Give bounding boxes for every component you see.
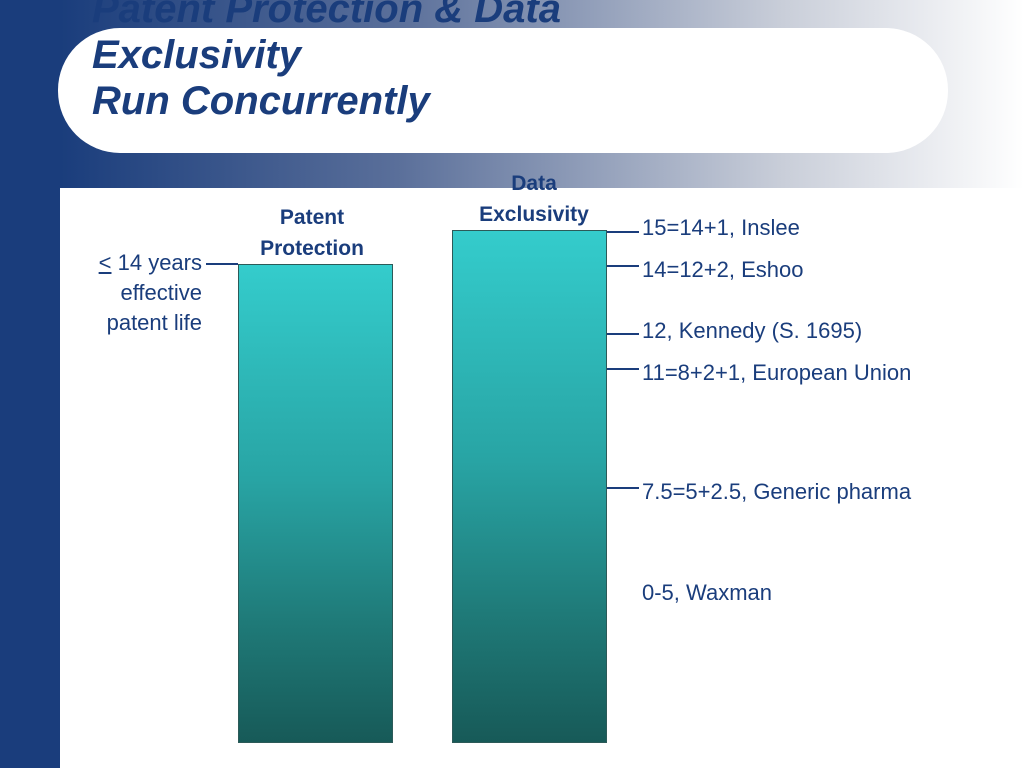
- title-line-3: Run Concurrently: [92, 79, 430, 123]
- tick-european-union: [607, 368, 639, 370]
- title-pill: [58, 28, 948, 153]
- title-line-2: Exclusivity: [92, 33, 302, 77]
- annotation-waxman: 0-5, Waxman: [642, 580, 773, 605]
- annotation-eshoo: 14=12+2, Eshoo: [642, 257, 804, 282]
- patent-protection-bar: [238, 264, 393, 743]
- annotation-inslee: 15=14+1, Inslee: [642, 215, 800, 240]
- slide-title: Patent Protection & Data Exclusivity Run…: [92, 0, 852, 124]
- patent-bar-label: Patent Protection: [260, 206, 364, 260]
- patent-life-note-line-3: patent life: [106, 310, 202, 335]
- data-bar-label: Data Exclusivity: [479, 172, 589, 226]
- tick-generic-pharma: [607, 487, 639, 489]
- annotation-kennedy: 12, Kennedy (S. 1695): [642, 318, 863, 343]
- tick-inslee: [607, 231, 639, 233]
- patent-life-tick: [206, 263, 238, 265]
- tick-eshoo: [607, 265, 639, 267]
- annotation-generic-pharma: 7.5=5+2.5, Generic pharma: [642, 479, 912, 504]
- tick-kennedy: [607, 333, 639, 335]
- patent-life-note: < 14 years effective patent life: [99, 248, 202, 338]
- title-line-1: Patent Protection & Data: [92, 0, 561, 31]
- patent-life-note-line-2: effective: [120, 280, 202, 305]
- annotation-european-union: 11=8+2+1, European Union: [642, 360, 912, 385]
- left-stripe: [0, 0, 60, 768]
- data-exclusivity-bar: [452, 230, 607, 743]
- patent-life-note-line-1: < 14 years: [98, 250, 202, 275]
